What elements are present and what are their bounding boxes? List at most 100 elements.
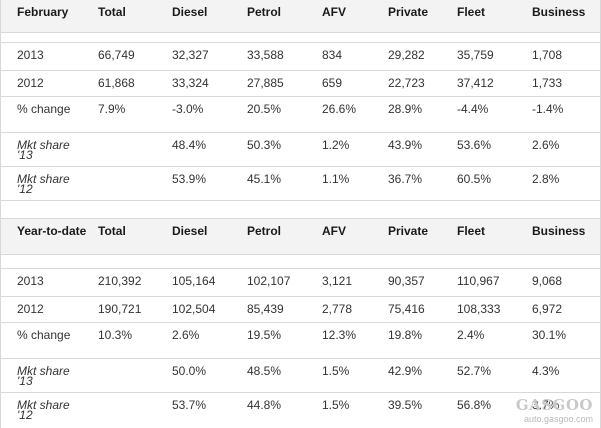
cell-afv: 12.3% xyxy=(322,328,357,342)
cell-private: 39.5% xyxy=(388,398,423,412)
cell-business: 30.1% xyxy=(532,328,567,342)
cell-private: 29,282 xyxy=(388,48,425,62)
row-label: Mkt share '13 xyxy=(17,138,70,162)
cell-afv: 1.5% xyxy=(322,398,350,412)
table-row: 2013 210,392 105,164 102,107 3,121 90,35… xyxy=(0,268,601,296)
header-diesel: Diesel xyxy=(172,224,208,238)
header-total: Total xyxy=(98,5,126,19)
cell-afv: 1.2% xyxy=(322,138,350,152)
cell-private: 19.8% xyxy=(388,328,423,342)
section-header-year-to-date: Year-to-date Total Diesel Petrol AFV Pri… xyxy=(0,218,601,254)
spacer-row xyxy=(0,254,601,268)
cell-diesel: 53.9% xyxy=(172,172,207,186)
cell-total: 190,721 xyxy=(98,302,142,316)
table-row: 2012 190,721 102,504 85,439 2,778 75,416… xyxy=(0,296,601,322)
cell-afv: 834 xyxy=(322,48,343,62)
cell-diesel: 33,324 xyxy=(172,76,209,90)
cell-diesel: 32,327 xyxy=(172,48,209,62)
cell-fleet: 60.5% xyxy=(457,172,492,186)
table-row: 2012 61,868 33,324 27,885 659 22,723 37,… xyxy=(0,70,601,96)
cell-fleet: 52.7% xyxy=(457,364,492,378)
cell-petrol: 44.8% xyxy=(247,398,282,412)
cell-petrol: 50.3% xyxy=(247,138,282,152)
table-row: % change 10.3% 2.6% 19.5% 12.3% 19.8% 2.… xyxy=(0,322,601,358)
cell-petrol: 20.5% xyxy=(247,102,282,116)
row-label: 2012 xyxy=(17,76,44,90)
row-label: Mkt share '12 xyxy=(17,398,70,422)
cell-business: 4.3% xyxy=(532,364,560,378)
row-label: Mkt share '12 xyxy=(17,172,70,196)
watermark-url: auto.gasgoo.com xyxy=(523,414,593,424)
cell-private: 22,723 xyxy=(388,76,425,90)
cell-total: 210,392 xyxy=(98,274,142,288)
row-label: % change xyxy=(17,328,71,342)
cell-business: 1,708 xyxy=(532,48,563,62)
cell-business: 9,068 xyxy=(532,274,563,288)
cell-business: 2.8% xyxy=(532,172,560,186)
header-private: Private xyxy=(388,5,429,19)
cell-diesel: -3.0% xyxy=(172,102,204,116)
table-row: 2013 66,749 32,327 33,588 834 29,282 35,… xyxy=(0,42,601,70)
header-fleet: Fleet xyxy=(457,5,486,19)
header-petrol: Petrol xyxy=(247,5,282,19)
cell-private: 75,416 xyxy=(388,302,425,316)
cell-total: 66,749 xyxy=(98,48,135,62)
row-label: 2012 xyxy=(17,302,44,316)
cell-business: 6,972 xyxy=(532,302,563,316)
cell-diesel: 50.0% xyxy=(172,364,207,378)
cell-afv: 2,778 xyxy=(322,302,353,316)
cell-private: 28.9% xyxy=(388,102,423,116)
cell-fleet: 2.4% xyxy=(457,328,485,342)
header-private: Private xyxy=(388,224,429,238)
cell-private: 90,357 xyxy=(388,274,425,288)
header-business: Business xyxy=(532,224,586,238)
header-fleet: Fleet xyxy=(457,224,486,238)
cell-petrol: 33,588 xyxy=(247,48,284,62)
cell-diesel: 105,164 xyxy=(172,274,216,288)
cell-petrol: 19.5% xyxy=(247,328,282,342)
spacer-row xyxy=(0,32,601,42)
cell-business: 1,733 xyxy=(532,76,563,90)
header-afv: AFV xyxy=(322,5,346,19)
header-afv: AFV xyxy=(322,224,346,238)
cell-diesel: 48.4% xyxy=(172,138,207,152)
watermark: GASGOO auto.gasgoo.com xyxy=(516,396,593,424)
column-divider xyxy=(0,0,1,428)
cell-fleet: 56.8% xyxy=(457,398,492,412)
table-row: Mkt share '13 50.0% 48.5% 1.5% 42.9% 52.… xyxy=(0,358,601,392)
header-period: February xyxy=(17,5,69,19)
cell-business: 2.6% xyxy=(532,138,560,152)
cell-diesel: 102,504 xyxy=(172,302,216,316)
cell-business: -1.4% xyxy=(532,102,564,116)
table-row: Mkt share '13 48.4% 50.3% 1.2% 43.9% 53.… xyxy=(0,132,601,166)
cell-business: 3.7% xyxy=(532,398,560,412)
row-label: 2013 xyxy=(17,274,44,288)
cell-petrol: 45.1% xyxy=(247,172,282,186)
header-business: Business xyxy=(532,5,586,19)
header-petrol: Petrol xyxy=(247,224,282,238)
header-period: Year-to-date xyxy=(17,224,87,238)
cell-afv: 26.6% xyxy=(322,102,357,116)
row-label: % change xyxy=(17,102,71,116)
cell-private: 42.9% xyxy=(388,364,423,378)
table-row: Mkt share '12 53.9% 45.1% 1.1% 36.7% 60.… xyxy=(0,166,601,200)
cell-fleet: 108,333 xyxy=(457,302,501,316)
cell-petrol: 48.5% xyxy=(247,364,282,378)
cell-petrol: 102,107 xyxy=(247,274,291,288)
header-diesel: Diesel xyxy=(172,5,208,19)
header-total: Total xyxy=(98,224,126,238)
spacer-row xyxy=(0,200,601,218)
section-header-february: February Total Diesel Petrol AFV Private… xyxy=(0,0,601,32)
cell-fleet: 37,412 xyxy=(457,76,494,90)
cell-fleet: -4.4% xyxy=(457,102,489,116)
cell-petrol: 85,439 xyxy=(247,302,284,316)
cell-total: 7.9% xyxy=(98,102,126,116)
cell-fleet: 110,967 xyxy=(457,274,500,288)
watermark-logo: GASGOO xyxy=(515,396,593,414)
row-label: 2013 xyxy=(17,48,44,62)
row-label: Mkt share '13 xyxy=(17,364,70,388)
cell-diesel: 53.7% xyxy=(172,398,207,412)
cell-afv: 1.1% xyxy=(322,172,350,186)
cell-total: 10.3% xyxy=(98,328,133,342)
cell-fleet: 35,759 xyxy=(457,48,494,62)
